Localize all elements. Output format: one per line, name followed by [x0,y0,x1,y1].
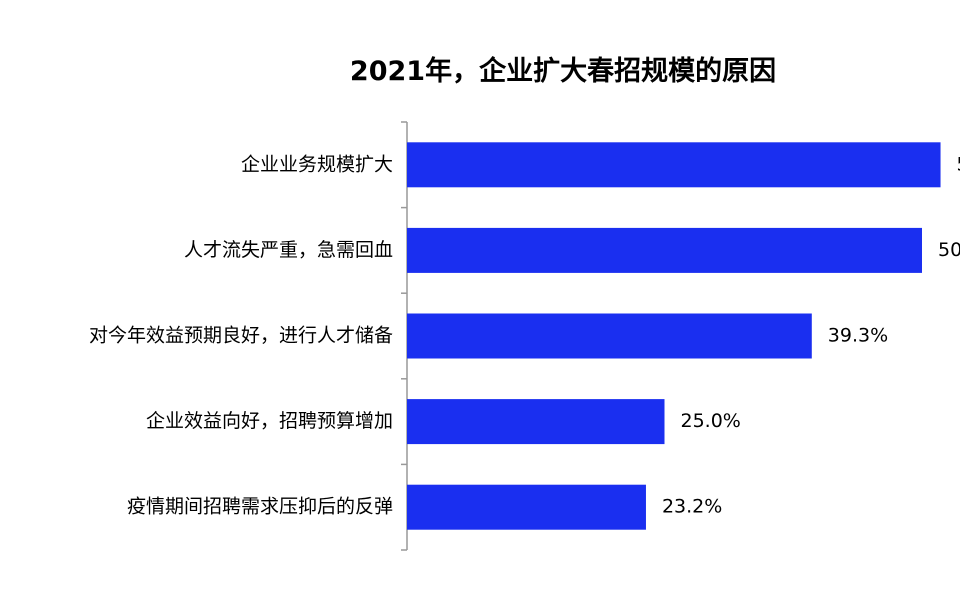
value-label: 23.2% [662,496,722,518]
category-labels: 企业业务规模扩大人才流失严重，急需回血对今年效益预期良好，进行人才储备企业效益向… [89,153,393,517]
value-label: 25.0% [681,410,741,432]
category-label: 企业业务规模扩大 [241,153,393,175]
chart-title: 2021年，企业扩大春招规模的原因 [350,55,776,87]
bar [407,227,922,273]
bar [407,313,812,359]
bars [407,142,941,530]
category-label: 疫情期间招聘需求压抑后的反弹 [127,496,393,518]
category-label: 企业效益向好，招聘预算增加 [146,410,393,432]
value-label: 51.8% [957,153,960,175]
value-labels: 51.8% 50.0% 39.3% 25.0% 23.2% [662,153,960,517]
value-label: 39.3% [828,325,888,347]
category-label: 人才流失严重，急需回血 [184,239,393,261]
axis-ticks [401,121,407,551]
bar [407,484,646,530]
bar [407,399,665,445]
bar [407,142,941,188]
value-label: 50.0% [938,239,960,261]
category-label: 对今年效益预期良好，进行人才储备 [89,325,393,347]
